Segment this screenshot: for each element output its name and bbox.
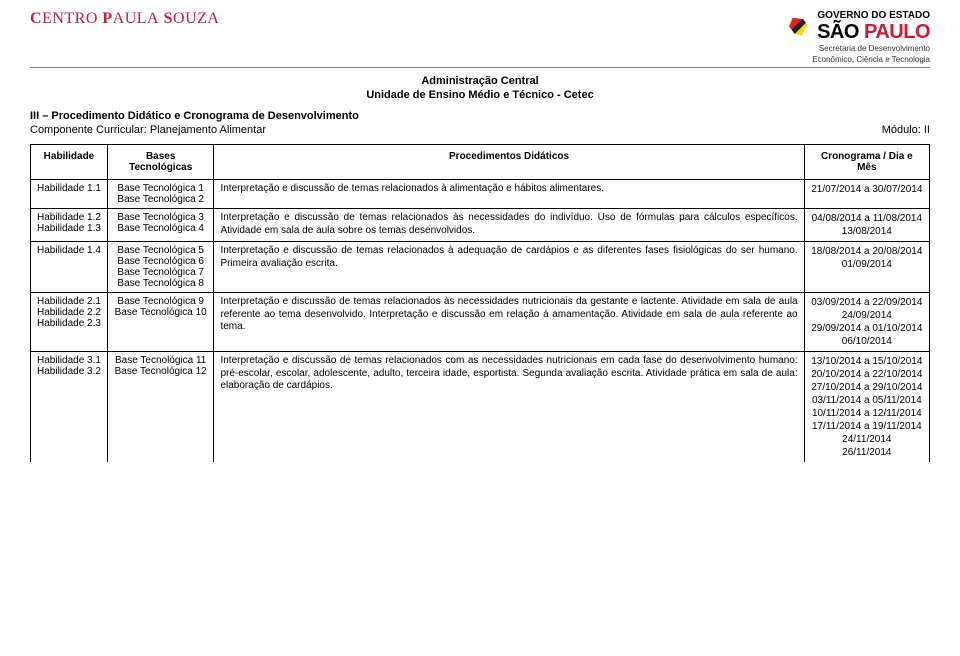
admin-central-line2: Unidade de Ensino Médio e Técnico - Cete… (30, 88, 930, 102)
table-row: Habilidade 2.1Habilidade 2.2Habilidade 2… (31, 293, 930, 352)
cell-bases: Base Tecnológica 3Base Tecnológica 4 (107, 209, 214, 242)
sp-paulo: PAULO (864, 21, 930, 43)
cell-hab: Habilidade 1.1 (31, 180, 108, 209)
cronograma-table: Habilidade Bases Tecnológicas Procedimen… (30, 144, 930, 462)
cell-hab: Habilidade 1.2Habilidade 1.3 (31, 209, 108, 242)
cell-bases: Base Tecnológica 5Base Tecnológica 6Base… (107, 242, 214, 293)
cell-proc: Interpretação e discussão de temas relac… (214, 209, 804, 242)
secretaria-line2: Econômico, Ciência e Tecnologia (789, 56, 930, 65)
cell-proc: Interpretação e discussão de temas relac… (214, 180, 804, 209)
cell-proc: Interpretação e discussão de temas relac… (214, 242, 804, 293)
cell-bases: Base Tecnológica 9Base Tecnológica 10 (107, 293, 214, 352)
cell-hab: Habilidade 2.1Habilidade 2.2Habilidade 2… (31, 293, 108, 352)
table-row: Habilidade 3.1Habilidade 3.2 Base Tecnol… (31, 352, 930, 463)
component-row: Componente Curricular: Planejamento Alim… (30, 124, 930, 136)
cell-crono: 03/09/2014 a 22/09/201424/09/201429/09/2… (804, 293, 929, 352)
logo-left-text: CENTRO PAULA SOUZA (30, 10, 219, 27)
table-body: Habilidade 1.1 Base Tecnológica 1Base Te… (31, 180, 930, 463)
admin-central-line1: Administração Central (30, 74, 930, 88)
th-bases: Bases Tecnológicas (107, 145, 214, 180)
cell-bases: Base Tecnológica 1Base Tecnológica 2 (107, 180, 214, 209)
component-label: Componente Curricular: Planejamento Alim… (30, 124, 266, 136)
th-cronograma: Cronograma / Dia e Mês (804, 145, 929, 180)
gov-line: GOVERNO DO ESTADO (817, 10, 930, 21)
module-label: Módulo: II (882, 124, 930, 136)
th-procedimentos: Procedimentos Didáticos (214, 145, 804, 180)
header-logos: CENTRO PAULA SOUZA GOVERNO DO ESTADO SÃO… (30, 10, 930, 65)
cell-crono: 13/10/2014 a 15/10/201420/10/2014 a 22/1… (804, 352, 929, 463)
sp-big: SÃO PAULO (817, 21, 930, 43)
sp-sao: SÃO (817, 21, 864, 43)
sp-flag-icon (789, 18, 807, 36)
table-row: Habilidade 1.1 Base Tecnológica 1Base Te… (31, 180, 930, 209)
table-row: Habilidade 1.4 Base Tecnológica 5Base Te… (31, 242, 930, 293)
cell-crono: 21/07/2014 a 30/07/2014 (804, 180, 929, 209)
cell-bases: Base Tecnológica 11Base Tecnológica 12 (107, 352, 214, 463)
cell-crono: 18/08/2014 a 20/08/201401/09/2014 (804, 242, 929, 293)
cell-proc: Interpretação e discussão de temas relac… (214, 352, 804, 463)
table-header-row: Habilidade Bases Tecnológicas Procedimen… (31, 145, 930, 180)
header-divider (30, 67, 930, 68)
cell-hab: Habilidade 3.1Habilidade 3.2 (31, 352, 108, 463)
cell-crono: 04/08/2014 a 11/08/201413/08/2014 (804, 209, 929, 242)
cell-hab: Habilidade 1.4 (31, 242, 108, 293)
logo-centro-paula-souza: CENTRO PAULA SOUZA (30, 10, 219, 28)
admin-central-block: Administração Central Unidade de Ensino … (30, 74, 930, 103)
section-title: III – Procedimento Didático e Cronograma… (30, 110, 930, 122)
cell-proc: Interpretação e discussão de temas relac… (214, 293, 804, 352)
table-row: Habilidade 1.2Habilidade 1.3 Base Tecnol… (31, 209, 930, 242)
secretaria-line1: Secretaria de Desenvolvimento (789, 45, 930, 54)
logo-governo-sp: GOVERNO DO ESTADO SÃO PAULO Secretaria d… (789, 10, 930, 65)
th-habilidade: Habilidade (31, 145, 108, 180)
